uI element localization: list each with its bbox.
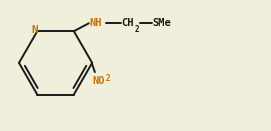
Text: NH: NH (89, 18, 102, 28)
Text: CH: CH (121, 18, 134, 28)
Text: SMe: SMe (153, 18, 171, 28)
Text: NO: NO (92, 76, 105, 86)
Text: 2: 2 (105, 74, 110, 83)
Text: N: N (32, 25, 38, 35)
Text: 2: 2 (134, 25, 139, 34)
